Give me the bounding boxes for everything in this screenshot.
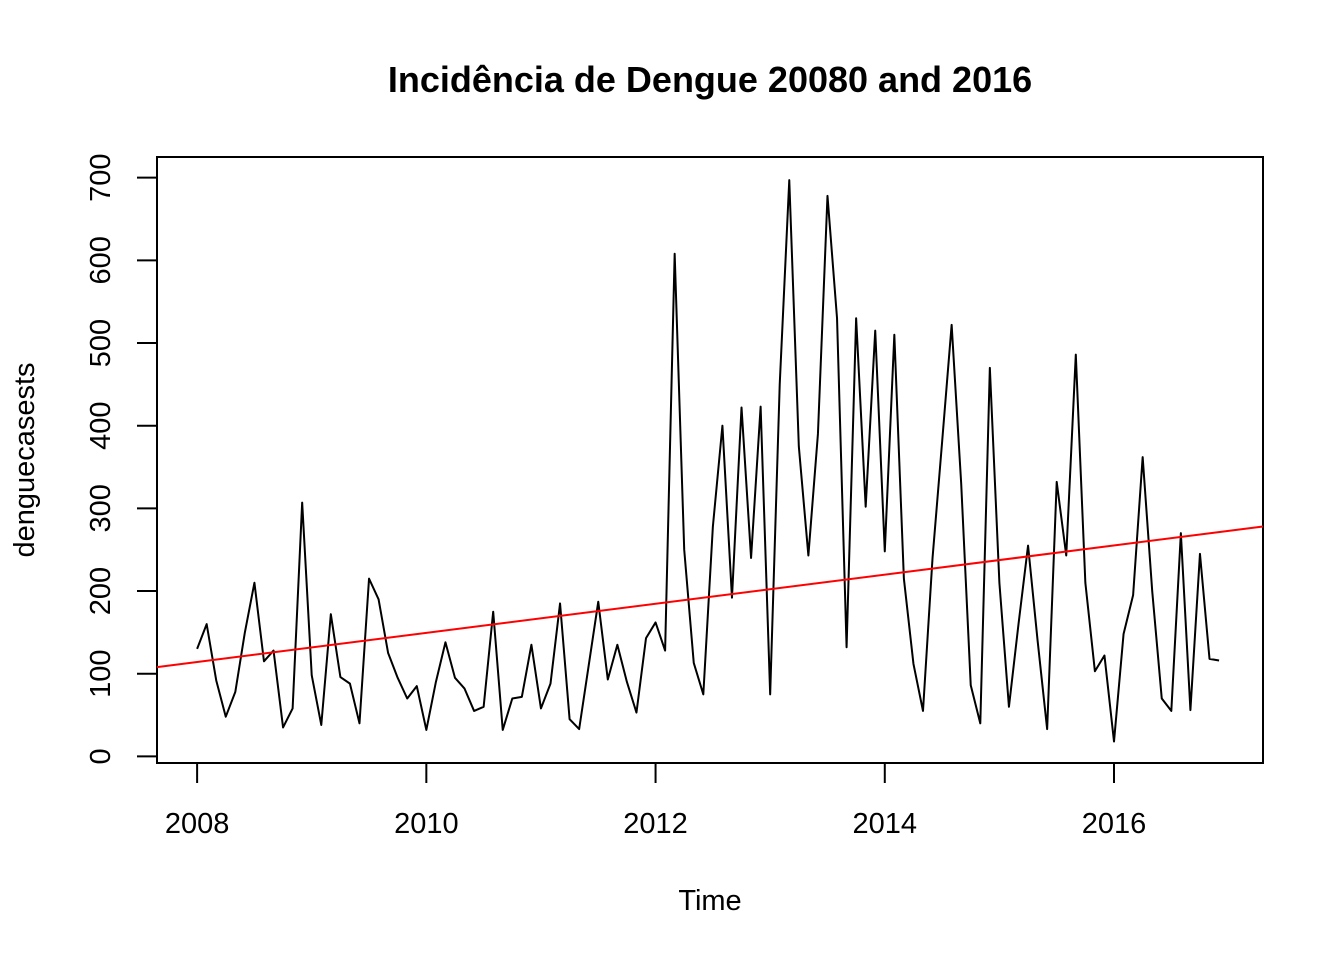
x-tick-label: 2012 — [623, 808, 688, 840]
y-tick-label: 400 — [85, 401, 117, 449]
x-axis: 2008 2010 2012 2014 2016 — [165, 762, 1147, 840]
y-tick-label: 300 — [85, 484, 117, 532]
y-tick-label: 0 — [85, 748, 117, 764]
series-line-0 — [196, 179, 1220, 743]
x-tick-label: 2014 — [853, 808, 918, 840]
x-axis-label: Time — [678, 885, 741, 917]
y-axis: 0 100 200 300 400 500 600 700 — [85, 153, 158, 764]
chart-title: Incidência de Dengue 20080 and 2016 — [388, 59, 1032, 100]
y-axis-label: denguecasests — [9, 362, 41, 557]
y-tick-label: 600 — [85, 236, 117, 284]
x-tick-label: 2016 — [1082, 808, 1147, 840]
trend-line — [156, 525, 1264, 669]
x-tick-label: 2010 — [394, 808, 459, 840]
y-tick-label: 100 — [85, 650, 117, 698]
x-tick-label: 2008 — [165, 808, 230, 840]
plot-box — [156, 156, 1264, 764]
y-tick-label: 500 — [85, 319, 117, 367]
y-tick-label: 200 — [85, 567, 117, 615]
y-tick-label: 700 — [85, 153, 117, 201]
plot-area — [156, 179, 1264, 743]
